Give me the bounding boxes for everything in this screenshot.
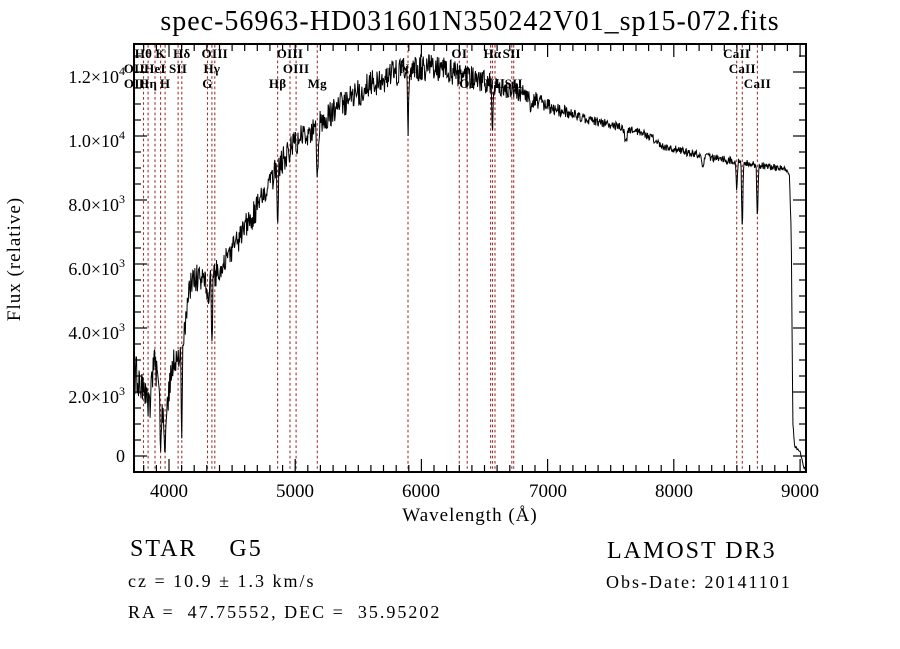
y-tick-label: 1.2×104 bbox=[68, 64, 125, 87]
y-tick-label: 8.0×103 bbox=[68, 192, 125, 215]
x-tick-label: 5000 bbox=[276, 481, 314, 502]
object-class-label: STAR G5 bbox=[130, 536, 263, 562]
x-tick-label: 7000 bbox=[529, 481, 567, 502]
y-tick-label: 4.0×103 bbox=[68, 320, 125, 343]
y-tick-label: 0 bbox=[116, 446, 125, 466]
y-tick-label: 6.0×103 bbox=[68, 256, 125, 279]
y-tick-label: 2.0×103 bbox=[68, 384, 125, 407]
spectrum-svg bbox=[133, 43, 807, 473]
x-tick-label: 8000 bbox=[655, 481, 693, 502]
cz-value: cz = 10.9 ± 1.3 km/s bbox=[128, 571, 316, 591]
coordinates: RA = 47.75552, DEC = 35.95202 bbox=[128, 602, 442, 622]
plot-frame bbox=[133, 43, 807, 473]
obs-date: Obs-Date: 20141101 bbox=[606, 572, 792, 592]
x-tick-label: 9000 bbox=[781, 481, 819, 502]
x-axis-label: Wavelength (Å) bbox=[402, 505, 538, 526]
survey-name: LAMOST DR3 bbox=[607, 538, 777, 564]
spectrum-curve bbox=[133, 54, 807, 471]
x-tick-label: 4000 bbox=[150, 481, 188, 502]
y-tick-label: 1.0×104 bbox=[68, 128, 125, 151]
page-title: spec-56963-HD031601N350242V01_sp15-072.f… bbox=[160, 6, 780, 37]
x-tick-label: 6000 bbox=[402, 481, 440, 502]
plot-area: OII OII Hθ Hη HeI K H SII Hδ G Hγ OIII Hβ OIII OIII Mg N… bbox=[124, 43, 807, 473]
